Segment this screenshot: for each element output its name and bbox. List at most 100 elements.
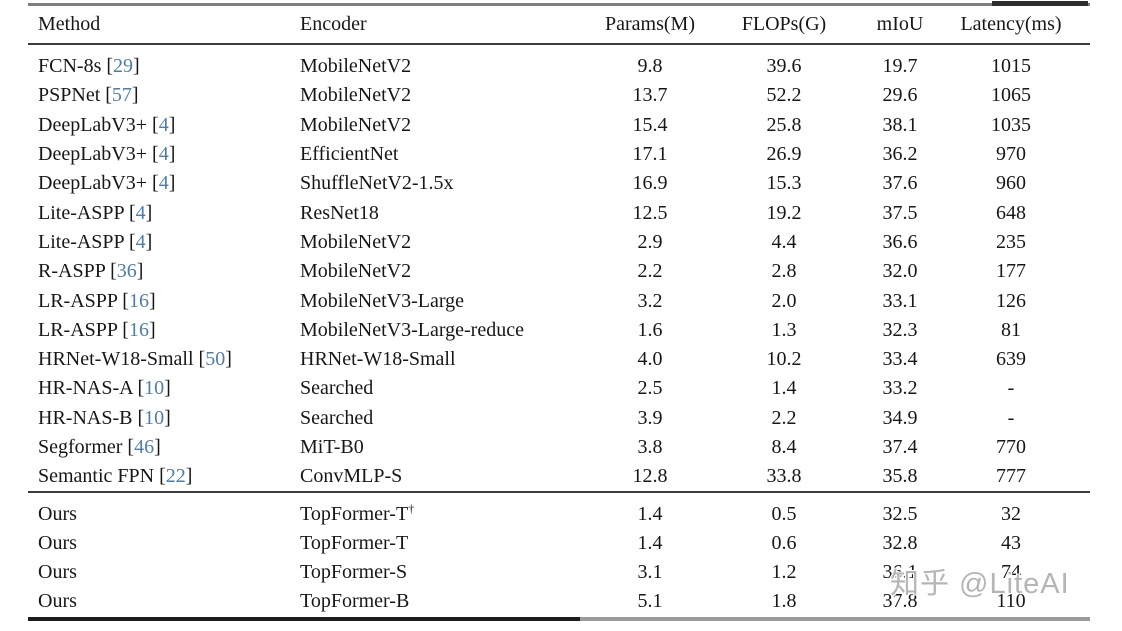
encoder-cell: ConvMLP-S xyxy=(300,465,600,488)
miou-cell: 36.1 xyxy=(882,561,918,584)
miou-cell: 19.7 xyxy=(882,55,918,78)
params-cell: 2.9 xyxy=(637,230,663,253)
encoder-cell: ShuffleNetV2-1.5x xyxy=(300,172,600,195)
encoder-name: TopFormer-T xyxy=(300,502,409,525)
citation-link[interactable]: [4] xyxy=(147,143,176,166)
latency-cell: 32 xyxy=(1001,502,1021,525)
method-name: HR-NAS-B xyxy=(38,406,133,429)
table-row: Ours TopFormer-T† 1.4 0.5 32.5 32 xyxy=(28,499,1090,528)
encoder-cell: TopFormer-T† xyxy=(300,502,600,526)
method-name: FCN-8s xyxy=(38,55,102,78)
method-name: Ours xyxy=(38,502,77,525)
citation-link[interactable]: [16] xyxy=(117,318,156,341)
flops-cell: 0.6 xyxy=(771,531,797,554)
citation-link[interactable]: [22] xyxy=(154,465,193,488)
column-header-encoder: Encoder xyxy=(300,13,367,35)
method-cell: Semantic FPN [22] xyxy=(28,465,300,488)
miou-cell: 34.9 xyxy=(882,406,918,429)
method-cell: R-ASPP [36] xyxy=(28,260,300,283)
column-header-params: Params(M) xyxy=(605,13,695,35)
flops-cell: 1.2 xyxy=(771,561,797,584)
citation-link[interactable]: [4] xyxy=(123,230,153,253)
method-cell: DeepLabV3+ [4] xyxy=(28,143,300,166)
citation-link[interactable]: [4] xyxy=(147,113,176,136)
method-name: LR-ASPP xyxy=(38,289,118,312)
method-name: R-ASPP xyxy=(38,260,106,283)
method-cell: Ours xyxy=(28,532,300,555)
method-name: Segformer xyxy=(38,436,123,458)
miou-cell: 33.2 xyxy=(882,377,918,400)
comparison-methods-section: FCN-8s [29] MobileNetV2 9.8 39.6 19.7 10… xyxy=(28,45,1090,491)
flops-cell: 26.9 xyxy=(766,143,802,166)
params-cell: 15.4 xyxy=(632,113,668,136)
citation-link[interactable]: [36] xyxy=(105,260,144,283)
flops-cell: 19.2 xyxy=(766,201,802,224)
params-cell: 5.1 xyxy=(637,590,663,613)
encoder-cell: MobileNetV2 xyxy=(300,114,600,137)
flops-cell: 0.5 xyxy=(771,502,797,525)
flops-cell: 15.3 xyxy=(766,172,802,195)
params-cell: 1.4 xyxy=(637,502,663,525)
latency-cell: 960 xyxy=(996,172,1026,195)
params-cell: 12.5 xyxy=(632,201,668,224)
citation-link[interactable]: [57] xyxy=(100,84,139,107)
citation-link[interactable]: [16] xyxy=(117,289,156,312)
params-cell: 13.7 xyxy=(632,84,668,107)
encoder-name: EfficientNet xyxy=(300,143,399,166)
miou-cell: 37.8 xyxy=(882,590,918,613)
method-cell: HR-NAS-B [10] xyxy=(28,407,300,430)
params-cell: 1.4 xyxy=(637,531,663,554)
method-cell: Ours xyxy=(28,590,300,613)
latency-cell: 74 xyxy=(1001,561,1021,584)
miou-cell: 33.4 xyxy=(882,348,918,371)
method-cell: PSPNet [57] xyxy=(28,84,300,107)
miou-cell: 38.1 xyxy=(882,113,918,136)
flops-cell: 39.6 xyxy=(766,55,802,78)
params-cell: 4.0 xyxy=(637,348,663,371)
citation-link[interactable]: [46] xyxy=(122,436,161,458)
citation-link[interactable]: [4] xyxy=(123,201,153,224)
encoder-name: Searched xyxy=(300,406,374,429)
encoder-cell: MobileNetV3-Large xyxy=(300,290,600,313)
method-cell: LR-ASPP [16] xyxy=(28,290,300,313)
method-name: HRNet-W18-Small xyxy=(38,348,194,371)
header-separator-rule xyxy=(28,43,1090,45)
params-cell: 2.2 xyxy=(637,260,663,283)
table-row: R-ASPP [36] MobileNetV2 2.2 2.8 32.0 177 xyxy=(28,257,1090,286)
table-row: DeepLabV3+ [4] EfficientNet 17.1 26.9 36… xyxy=(28,140,1090,169)
table-row: Lite-ASPP [4] ResNet18 12.5 19.2 37.5 64… xyxy=(28,198,1090,227)
table-row: HRNet-W18-Small [50] HRNet-W18-Small 4.0… xyxy=(28,345,1090,374)
latency-cell: 1015 xyxy=(991,55,1031,78)
citation-link[interactable]: [10] xyxy=(132,406,171,429)
miou-cell: 33.1 xyxy=(882,289,918,312)
miou-cell: 37.5 xyxy=(882,201,918,224)
method-cell: Ours xyxy=(28,503,300,526)
citation-link[interactable]: [29] xyxy=(101,55,140,78)
citation-link[interactable]: [10] xyxy=(132,377,171,400)
table-row: Segformer [46] MiT-B0 3.8 8.4 37.4 770 xyxy=(28,433,1090,462)
encoder-name: TopFormer-T xyxy=(300,531,409,554)
citation-link[interactable]: [4] xyxy=(147,172,176,195)
miou-cell: 36.2 xyxy=(882,143,918,166)
table-row: Ours TopFormer-S 3.1 1.2 36.1 74 xyxy=(28,558,1090,587)
encoder-name: TopFormer-S xyxy=(300,561,408,584)
method-cell: HR-NAS-A [10] xyxy=(28,377,300,400)
latency-cell: - xyxy=(1007,377,1015,400)
flops-cell: 4.4 xyxy=(771,230,797,253)
encoder-cell: TopFormer-B xyxy=(300,590,600,613)
method-cell: LR-ASPP [16] xyxy=(28,319,300,342)
miou-cell: 32.5 xyxy=(882,502,918,525)
latency-cell: 1035 xyxy=(991,113,1031,136)
latency-cell: 970 xyxy=(996,143,1026,166)
latency-cell: 126 xyxy=(996,289,1026,312)
latency-cell: 43 xyxy=(1001,531,1021,554)
flops-cell: 1.4 xyxy=(771,377,797,400)
citation-link[interactable]: [50] xyxy=(193,348,232,371)
encoder-cell: TopFormer-T xyxy=(300,532,600,555)
encoder-cell: MiT-B0 xyxy=(300,436,600,459)
encoder-name: MiT-B0 xyxy=(300,436,364,458)
encoder-name: MobileNetV2 xyxy=(300,260,412,283)
encoder-cell: ResNet18 xyxy=(300,202,600,225)
encoder-cell: MobileNetV2 xyxy=(300,55,600,78)
